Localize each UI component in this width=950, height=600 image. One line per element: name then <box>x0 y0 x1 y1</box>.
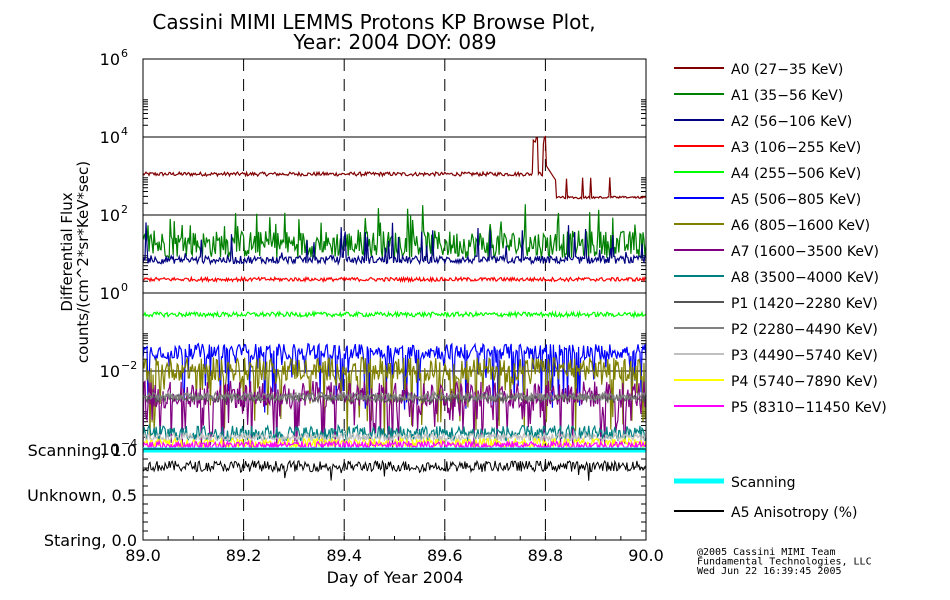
y-tick-label: 10 6 <box>100 47 128 69</box>
legend-item: Scanning <box>674 475 796 491</box>
x-tick-label: 90.0 <box>628 546 664 565</box>
credit-line: Fundamental Technologies, LLC <box>697 557 872 568</box>
status-panel: Scanning, 1.0 Unknown, 0.5 Staring, 0.0 <box>27 441 647 550</box>
y-tick-label: 10 2 <box>100 203 128 225</box>
y-tick-exponent: 2 <box>121 203 128 216</box>
y-tick-exponent: 6 <box>121 47 128 60</box>
legend-item: P5 (8310−11450 KeV) <box>674 400 887 416</box>
legend-label: P1 (1420−2280 KeV) <box>731 296 878 312</box>
series-line-p1 <box>142 392 647 405</box>
y-tick-label: 10 −2 <box>100 359 138 381</box>
legend-item: P3 (4490−5740 KeV) <box>674 348 878 364</box>
legend-label: A7 (1600−3500 KeV) <box>731 244 879 260</box>
legend-label: A5 (506−805 KeV) <box>731 192 861 208</box>
series-line-a8 <box>142 423 647 442</box>
x-tick-label: 89.0 <box>125 546 161 565</box>
legend-label: Scanning <box>731 475 796 491</box>
y-tick-base: 10 <box>100 128 120 147</box>
legend-label: P5 (8310−11450 KeV) <box>731 400 887 416</box>
legend-label: A8 (3500−4000 KeV) <box>731 270 879 286</box>
legend-item: A4 (255−506 KeV) <box>674 166 861 182</box>
legend-item: P1 (1420−2280 KeV) <box>674 296 878 312</box>
legend-item: P4 (5740−7890 KeV) <box>674 374 878 390</box>
y-tick-base: 10 <box>100 206 120 225</box>
series-line-a3 <box>142 275 647 284</box>
series-line-a4 <box>143 309 647 320</box>
series-line-a5 <box>142 342 647 421</box>
y-tick-base: 10 <box>100 362 120 381</box>
y-axis-label-line1: Differential Flux <box>58 192 76 311</box>
y-tick-base: 10 <box>100 440 120 459</box>
legend-label: A2 (56−106 KeV) <box>731 114 852 130</box>
status-axis-label: Staring, 0.0 <box>44 531 137 550</box>
chart-title-group: Cassini MIMI LEMMS Protons KP Browse Plo… <box>152 10 595 54</box>
y-tick-exponent: 4 <box>121 125 128 138</box>
credit-line: Wed Jun 22 16:39:45 2005 <box>697 566 842 577</box>
legend-label: P2 (2280−4490 KeV) <box>731 322 878 338</box>
x-tick-label: 89.8 <box>528 546 564 565</box>
legend-item: A6 (805−1600 KeV) <box>674 218 870 234</box>
legend-item: A8 (3500−4000 KeV) <box>674 270 879 286</box>
legend: A0 (27−35 KeV) A1 (35−56 KeV) A2 (56−106 K… <box>674 62 887 521</box>
series-line-p2 <box>142 390 647 403</box>
legend-label: A0 (27−35 KeV) <box>731 62 843 78</box>
legend-label: A6 (805−1600 KeV) <box>731 218 870 234</box>
y-axis-label-line2: counts/(cm^2*sr*KeV*sec) <box>74 161 92 363</box>
series-line-a1 <box>142 204 647 261</box>
x-tick-label: 89.6 <box>427 546 463 565</box>
legend-item: A5 (506−805 KeV) <box>674 192 861 208</box>
legend-label: P3 (4490−5740 KeV) <box>731 348 878 364</box>
y-tick-exponent: 0 <box>121 281 128 294</box>
legend-label: A3 (106−255 KeV) <box>731 140 861 156</box>
x-axis-label: Day of Year 2004 <box>327 568 464 587</box>
legend-item: A0 (27−35 KeV) <box>674 62 843 78</box>
y-tick-exponent: −2 <box>121 359 137 372</box>
series-line-a0 <box>142 135 647 201</box>
y-tick-label: 10 4 <box>100 125 128 147</box>
legend-label: A5 Anisotropy (%) <box>731 505 858 521</box>
legend-item: A1 (35−56 KeV) <box>674 88 843 104</box>
x-tick-label: 89.2 <box>226 546 262 565</box>
legend-item: A5 Anisotropy (%) <box>674 505 858 521</box>
x-axis: 89.0 89.2 89.4 89.6 89.8 90.0 <box>125 532 664 565</box>
series-line-a2 <box>142 222 647 266</box>
status-axis-label: Scanning, 1.0 <box>28 441 137 460</box>
y-tick-label: 10 0 <box>100 281 128 303</box>
anisotropy-line <box>142 459 647 481</box>
legend-label: P4 (5740−7890 KeV) <box>731 374 878 390</box>
series-line-p3 <box>142 431 647 444</box>
legend-item: A7 (1600−3500 KeV) <box>674 244 879 260</box>
credit-line: @2005 Cassini MIMI Team <box>697 547 835 558</box>
status-axis-label: Unknown, 0.5 <box>27 486 137 505</box>
legend-item: A3 (106−255 KeV) <box>674 140 861 156</box>
y-axis-label: Differential Flux counts/(cm^2*sr*KeV*se… <box>58 161 92 363</box>
series-line-p5 <box>142 439 647 452</box>
legend-label: A4 (255−506 KeV) <box>731 166 861 182</box>
y-tick-base: 10 <box>100 284 120 303</box>
series-line-a6 <box>142 356 647 439</box>
y-tick-base: 10 <box>100 50 120 69</box>
y-tick-exponent: −4 <box>121 437 137 450</box>
chart-subtitle: Year: 2004 DOY: 089 <box>292 30 496 54</box>
x-tick-label: 89.4 <box>326 546 362 565</box>
legend-item: P2 (2280−4490 KeV) <box>674 322 878 338</box>
legend-item: A2 (56−106 KeV) <box>674 114 852 130</box>
chart-title: Cassini MIMI LEMMS Protons KP Browse Plo… <box>152 10 595 34</box>
legend-label: A1 (35−56 KeV) <box>731 88 843 104</box>
y-tick-label: 10 −4 <box>100 437 138 459</box>
